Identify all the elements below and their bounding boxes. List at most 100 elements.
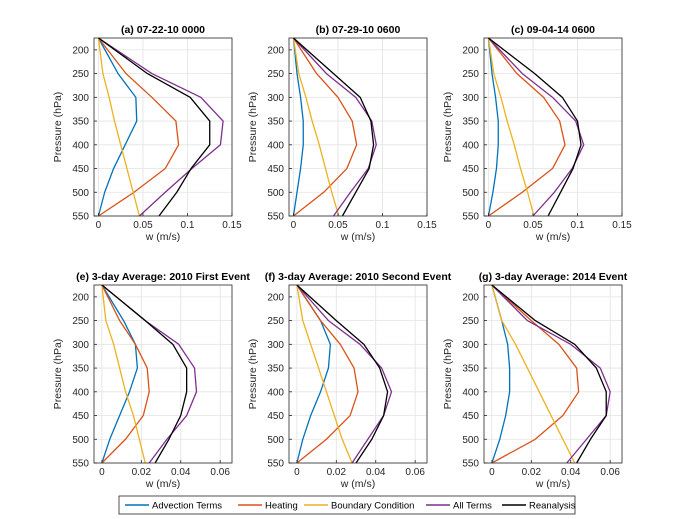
y-axis-label: Pressure (hPa) (442, 339, 454, 410)
legend-box (118, 495, 576, 515)
y-tick-label: 250 (267, 316, 284, 327)
legend-label-all-terms: All Terms (453, 501, 492, 512)
series-heating (101, 284, 150, 464)
series-reanalysis (491, 284, 607, 464)
y-tick-label: 450 (72, 411, 89, 422)
series-all-terms (292, 37, 377, 217)
y-tick-label: 350 (267, 117, 284, 128)
y-tick-label: 250 (72, 316, 89, 327)
series-advection-terms (101, 284, 139, 464)
axes-frame (483, 284, 623, 464)
panel-title: (b) 07-29-10 0600 (316, 24, 401, 36)
y-tick-label: 200 (462, 45, 479, 56)
axes-frame (288, 37, 428, 217)
x-tick-label: 0.06 (405, 467, 425, 478)
legend-item: All Terms (426, 501, 492, 512)
series-advection-terms (292, 37, 304, 217)
y-tick-label: 400 (462, 387, 479, 398)
x-tick-label: 0 (489, 467, 495, 478)
plot-area (484, 38, 622, 216)
y-tick-label: 450 (462, 411, 479, 422)
y-tick-label: 300 (267, 340, 284, 351)
y-tick-label: 400 (462, 140, 479, 151)
y-tick-label: 350 (462, 364, 479, 375)
x-tick-label: 0 (291, 220, 297, 231)
y-tick-label: 400 (267, 387, 284, 398)
axes-frame (288, 284, 428, 464)
y-axis-label: Pressure (hPa) (247, 339, 259, 410)
series-reanalysis (293, 37, 375, 217)
series-heating (97, 37, 180, 217)
y-tick-label: 300 (72, 340, 89, 351)
x-axis-label: w (m/s) (145, 478, 180, 490)
y-tick-label: 500 (462, 188, 479, 199)
y-tick-label: 350 (72, 364, 89, 375)
plot-area (94, 38, 232, 216)
y-tick-label: 450 (462, 164, 479, 175)
x-tick-label: 0.05 (523, 220, 543, 231)
y-tick-label: 250 (72, 69, 89, 80)
series-boundary-condition (491, 284, 576, 464)
plot-area (484, 285, 622, 463)
series-advection-terms (97, 37, 138, 217)
panel-title: (f) 3-day Average: 2010 Second Event (265, 271, 452, 283)
series-advection-terms (491, 284, 511, 464)
y-tick-label: 400 (267, 140, 284, 151)
x-tick-label: 0.15 (612, 220, 632, 231)
panel-4: 0 0.02 0.04 0.06 200 250 300 350 400 450 500 550 (e)… (52, 271, 250, 490)
series-boundary-condition (97, 37, 141, 217)
y-tick-label: 450 (267, 411, 284, 422)
y-tick-label: 250 (462, 316, 479, 327)
panel-5: 0 0.02 0.04 0.06 200 250 300 350 400 450 500 550 (f)… (247, 271, 452, 490)
series-all-terms (491, 284, 611, 464)
y-tick-label: 400 (72, 140, 89, 151)
legend-label-heating: Heating (265, 501, 298, 512)
y-tick-label: 500 (72, 188, 89, 199)
panel-2: 0 0.05 0.1 0.15 200 250 300 350 400 450 500 550 (b) … (247, 24, 437, 243)
y-tick-label: 500 (267, 435, 284, 446)
legend: Advection Terms Heating Boundary Conditi… (118, 495, 576, 515)
legend-item: Advection Terms (125, 501, 222, 512)
x-axis-label: w (m/s) (340, 478, 375, 490)
y-tick-label: 300 (462, 340, 479, 351)
x-tick-label: 0 (294, 467, 300, 478)
y-tick-label: 500 (267, 188, 284, 199)
y-axis-label: Pressure (hPa) (247, 92, 259, 163)
y-axis-label: Pressure (hPa) (442, 92, 454, 163)
x-tick-label: 0.02 (132, 467, 152, 478)
y-tick-label: 200 (72, 45, 89, 56)
series-heating (296, 284, 359, 464)
y-tick-label: 550 (267, 459, 284, 470)
series-boundary-condition (487, 37, 535, 217)
x-tick-label: 0.06 (600, 467, 620, 478)
panel-title: (g) 3-day Average: 2014 Event (479, 271, 628, 283)
series-reanalysis (98, 37, 211, 217)
x-tick-label: 0.1 (376, 220, 390, 231)
y-tick-label: 200 (72, 292, 89, 303)
y-tick-label: 550 (462, 459, 479, 470)
x-tick-label: 0.02 (327, 467, 347, 478)
x-tick-label: 0.15 (417, 220, 437, 231)
x-axis-label: w (m/s) (535, 478, 570, 490)
y-tick-label: 200 (267, 292, 284, 303)
legend-item: Boundary Condition (304, 501, 414, 512)
legend-label-boundary: Boundary Condition (331, 501, 414, 512)
legend-label-reanalysis: Reanalysis (529, 501, 576, 512)
x-tick-label: 0 (96, 220, 102, 231)
legend-item: Heating (238, 501, 298, 512)
y-tick-label: 200 (462, 292, 479, 303)
y-tick-label: 200 (267, 45, 284, 56)
axes-frame (483, 37, 623, 217)
x-tick-label: 0.04 (561, 467, 581, 478)
panel-title: (e) 3-day Average: 2010 First Event (76, 271, 250, 283)
y-tick-label: 250 (267, 69, 284, 80)
panel-6: 0 0.02 0.04 0.06 200 250 300 350 400 450 500 550 (g)… (442, 271, 628, 490)
series-heating (487, 37, 566, 217)
series-all-terms (98, 37, 224, 217)
y-tick-label: 350 (267, 364, 284, 375)
series-all-terms (296, 284, 393, 464)
panel-title: (a) 07-22-10 0000 (121, 24, 205, 36)
series-advection-terms (487, 37, 499, 217)
x-axis-label: w (m/s) (145, 231, 180, 243)
plot-area (289, 285, 427, 463)
